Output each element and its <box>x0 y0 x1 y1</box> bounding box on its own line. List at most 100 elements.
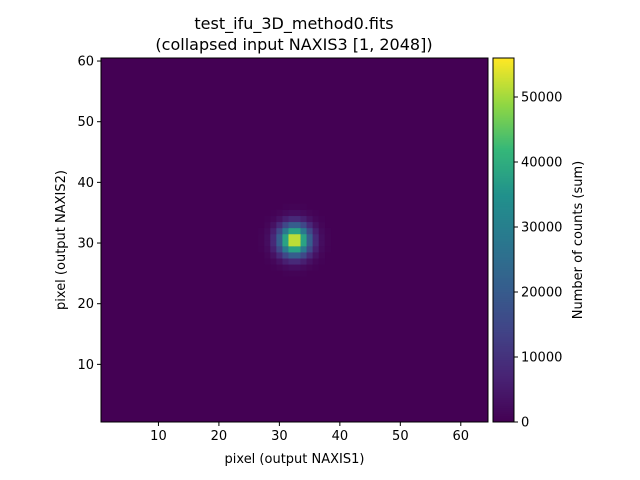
heatmap-cell <box>312 258 319 265</box>
colorbar-gradient-step <box>493 82 514 85</box>
heatmap-cell <box>288 246 295 253</box>
heatmap-cell <box>318 221 326 229</box>
colorbar-gradient-step <box>493 262 514 265</box>
heatmap-cell <box>312 264 319 271</box>
colorbar-gradient-step <box>493 94 514 97</box>
colorbar-gradient-step <box>493 66 514 69</box>
heatmap-cell <box>294 215 301 223</box>
colorbar-gradient-step <box>493 276 514 279</box>
heatmap-cell <box>294 227 301 235</box>
heatmap-cell <box>318 227 326 235</box>
colorbar-gradient-step <box>493 382 514 385</box>
colorbar-gradient-step <box>493 192 514 195</box>
colorbar-gradient-step <box>493 174 514 177</box>
colorbar-gradient-step <box>493 290 514 293</box>
heatmap-cell <box>312 252 319 259</box>
plot-frame <box>100 57 489 423</box>
chart-title-line2: (collapsed input NAXIS3 [1, 2048]) <box>155 35 432 54</box>
heatmap-cell <box>270 233 277 241</box>
heatmap-cell <box>270 209 277 217</box>
colorbar-gradient-step <box>493 412 514 415</box>
heatmap-cell <box>300 209 307 217</box>
colorbar-label: Number of counts (sum) <box>571 161 586 319</box>
heatmap-cell <box>288 264 295 271</box>
heatmap-cell <box>318 233 326 241</box>
x-axis: 10 20 30 40 50 60 <box>150 422 469 444</box>
heatmap-cell <box>270 240 277 247</box>
colorbar-gradient-step <box>493 70 514 73</box>
heatmap-cell <box>312 246 319 253</box>
heatmap-cell <box>300 221 307 229</box>
heatmap-cell <box>288 215 295 223</box>
colorbar-gradient-step <box>493 342 514 345</box>
heatmap-cell <box>282 246 289 253</box>
colorbar-gradient-step <box>493 364 514 367</box>
heatmap-cell <box>300 227 307 235</box>
colorbar-gradient-step <box>493 268 514 271</box>
heatmap-cell <box>312 240 319 247</box>
colorbar-gradient-step <box>493 182 514 185</box>
colorbar-gradient-step <box>493 248 514 251</box>
colorbar-gradient-step <box>493 408 514 411</box>
colorbar-gradient-step <box>493 314 514 317</box>
heatmap-cell <box>270 264 277 271</box>
colorbar-gradient-step <box>493 220 514 223</box>
colorbar-gradient-step <box>493 214 514 217</box>
heatmap-cell <box>276 209 283 217</box>
y-tick-label: 50 <box>77 115 94 130</box>
colorbar-gradient-step <box>493 104 514 107</box>
colorbar-gradient-step <box>493 338 514 341</box>
heatmap-cell <box>282 264 289 271</box>
heatmap-cell <box>294 270 301 277</box>
heatmap-cell <box>258 240 265 247</box>
colorbar-gradient-step <box>493 188 514 191</box>
colorbar-gradient-step <box>493 208 514 211</box>
heatmap-image <box>101 58 488 422</box>
colorbar-tick-label: 50000 <box>521 91 562 106</box>
colorbar-gradient-step <box>493 416 514 419</box>
colorbar-gradient-step <box>493 168 514 171</box>
colorbar-gradient-step <box>493 266 514 269</box>
heatmap-cell <box>300 233 307 241</box>
heatmap-cell <box>282 221 289 229</box>
heatmap-cell <box>270 252 277 259</box>
colorbar-gradient-step <box>493 206 514 209</box>
colorbar-gradient-step <box>493 204 514 207</box>
heatmap-cell <box>276 240 283 247</box>
heatmap-cell <box>312 215 319 223</box>
colorbar-gradient-step <box>493 352 514 355</box>
colorbar-gradient-step <box>493 372 514 375</box>
colorbar-gradient-step <box>493 302 514 305</box>
y-tick-label: 10 <box>77 358 94 373</box>
y-tick-label: 40 <box>77 176 94 191</box>
colorbar-gradient-step <box>493 176 514 179</box>
heatmap-cell <box>264 227 271 235</box>
colorbar-gradient-step <box>493 292 514 295</box>
colorbar-gradient-step <box>493 388 514 391</box>
heatmap-cell <box>324 246 332 253</box>
heatmap-cell <box>264 252 271 259</box>
colorbar-gradient-step <box>493 414 514 417</box>
heatmap-cell <box>288 227 295 235</box>
colorbar-gradient-step <box>493 378 514 381</box>
colorbar-gradient-step <box>493 202 514 205</box>
colorbar-gradient-step <box>493 106 514 109</box>
colorbar-gradient-step <box>493 238 514 241</box>
colorbar-gradient-step <box>493 128 514 131</box>
heatmap-cell <box>282 227 289 235</box>
colorbar-gradient-step <box>493 142 514 145</box>
colorbar-gradient-step <box>493 148 514 151</box>
colorbar-gradient-step <box>493 232 514 235</box>
colorbar-gradient-step <box>493 280 514 283</box>
colorbar-gradient-step <box>493 216 514 219</box>
heatmap-cell <box>276 221 283 229</box>
heatmap-cell <box>258 233 265 241</box>
heatmap-cell <box>312 209 319 217</box>
colorbar-gradient-step <box>493 340 514 343</box>
heatmap-cell <box>300 270 307 277</box>
colorbar-gradient-step <box>493 170 514 173</box>
colorbar-gradient-step <box>493 362 514 365</box>
heatmap-cell <box>282 215 289 223</box>
colorbar-gradient-step <box>493 136 514 139</box>
